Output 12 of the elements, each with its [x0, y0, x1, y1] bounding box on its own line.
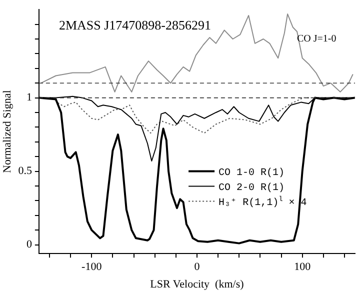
- legend-label: CO 2-0 R(1): [218, 182, 285, 194]
- annotation: CO J=1-0: [297, 34, 336, 45]
- x-tick-label: -100: [82, 261, 102, 274]
- y-tick-label: 1: [26, 92, 32, 104]
- y-axis-title: Normalized Signal: [1, 90, 14, 173]
- x-axis-title: LSR Velocity (km/s): [150, 278, 244, 290]
- x-tick-label: 0: [194, 261, 200, 274]
- x-tick-label: 100: [294, 261, 312, 274]
- legend-label: CO 1-0 R(1): [218, 167, 285, 180]
- y-tick-label: 0.5: [18, 165, 32, 178]
- y-tick-label: 0: [26, 238, 32, 251]
- text: 2MASS J17470898-2856291: [58, 18, 211, 33]
